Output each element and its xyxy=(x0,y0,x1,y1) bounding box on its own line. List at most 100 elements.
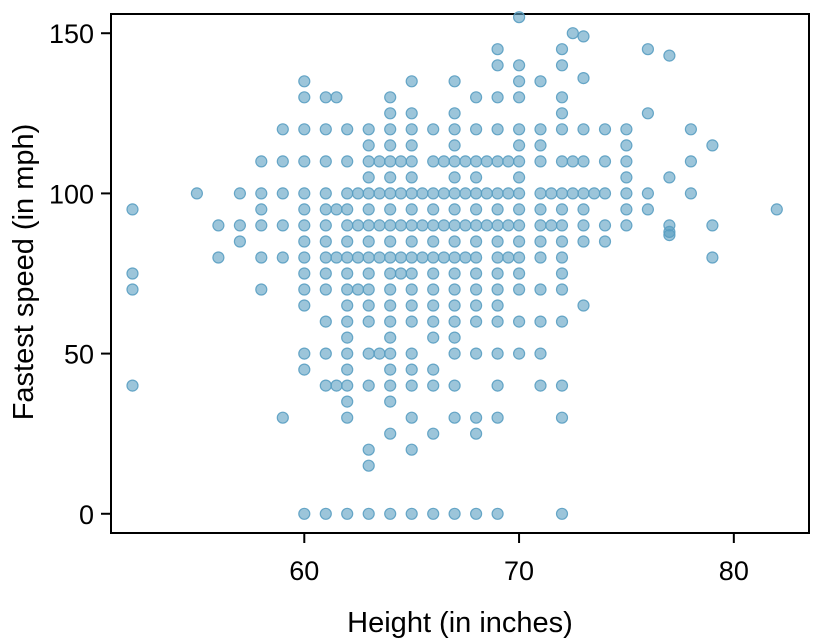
data-point xyxy=(405,347,418,360)
data-point xyxy=(470,251,483,264)
data-point xyxy=(384,219,397,232)
data-point xyxy=(405,363,418,376)
data-point xyxy=(362,187,375,200)
data-point xyxy=(319,267,332,280)
data-point xyxy=(405,315,418,328)
data-point xyxy=(491,203,504,216)
data-point xyxy=(394,187,407,200)
data-point xyxy=(555,59,569,72)
data-point xyxy=(341,507,354,520)
data-point xyxy=(405,107,418,120)
data-point xyxy=(255,283,268,296)
data-point xyxy=(405,443,418,456)
data-point xyxy=(362,315,375,328)
data-point xyxy=(427,283,440,296)
data-point xyxy=(351,219,365,232)
data-point xyxy=(405,75,418,88)
data-point xyxy=(362,379,375,392)
data-point xyxy=(298,187,311,200)
data-point xyxy=(276,251,289,264)
data-point xyxy=(437,155,450,168)
data-point xyxy=(491,59,504,72)
data-point xyxy=(405,187,418,200)
data-point xyxy=(298,91,311,104)
data-point xyxy=(341,315,354,328)
data-point xyxy=(341,379,354,392)
data-point xyxy=(416,219,429,232)
data-point xyxy=(555,379,569,392)
data-point xyxy=(351,283,365,296)
data-point xyxy=(512,75,526,88)
data-point xyxy=(276,123,289,136)
data-point xyxy=(448,171,461,184)
data-point xyxy=(470,411,483,424)
data-point xyxy=(448,251,461,264)
data-point xyxy=(298,155,311,168)
data-point xyxy=(427,379,440,392)
data-point xyxy=(394,251,407,264)
data-point xyxy=(298,507,311,520)
data-point xyxy=(534,347,547,360)
data-point xyxy=(512,315,526,328)
data-point xyxy=(641,43,655,56)
data-point xyxy=(491,235,504,248)
data-point xyxy=(448,235,461,248)
data-point xyxy=(512,251,526,264)
data-point xyxy=(319,315,332,328)
data-point xyxy=(405,171,418,184)
data-point xyxy=(512,187,526,200)
data-point xyxy=(298,235,311,248)
data-point xyxy=(577,155,590,168)
data-point xyxy=(491,411,504,424)
data-point xyxy=(362,251,375,264)
data-point xyxy=(620,123,633,136)
plot-frame xyxy=(110,13,810,534)
data-point xyxy=(641,187,655,200)
data-point xyxy=(298,363,311,376)
data-point xyxy=(534,123,547,136)
data-point xyxy=(448,139,461,152)
data-point xyxy=(459,187,472,200)
data-point xyxy=(577,219,590,232)
data-point xyxy=(534,251,547,264)
data-point xyxy=(341,123,354,136)
data-point xyxy=(470,187,483,200)
data-point xyxy=(384,331,397,344)
data-point xyxy=(598,187,612,200)
data-point xyxy=(362,219,375,232)
data-point xyxy=(384,123,397,136)
data-point xyxy=(491,187,504,200)
data-point xyxy=(384,283,397,296)
data-point xyxy=(330,203,343,216)
data-point xyxy=(545,219,558,232)
data-point xyxy=(620,187,633,200)
data-point xyxy=(276,155,289,168)
data-point xyxy=(534,283,547,296)
data-point xyxy=(470,347,483,360)
x-tick-label: 80 xyxy=(719,556,749,586)
data-point xyxy=(405,411,418,424)
data-point xyxy=(512,203,526,216)
data-point xyxy=(427,363,440,376)
data-point xyxy=(555,507,569,520)
data-point xyxy=(405,203,418,216)
data-point xyxy=(448,219,461,232)
data-point xyxy=(588,187,601,200)
data-point xyxy=(566,27,579,40)
data-point xyxy=(416,187,429,200)
data-point xyxy=(384,171,397,184)
data-point xyxy=(384,395,397,408)
data-point xyxy=(770,203,783,216)
data-point xyxy=(319,155,332,168)
data-point xyxy=(341,299,354,312)
data-point xyxy=(684,187,698,200)
data-point xyxy=(448,379,461,392)
data-point xyxy=(255,203,268,216)
data-point xyxy=(598,123,612,136)
data-point xyxy=(491,123,504,136)
data-point xyxy=(470,315,483,328)
data-point xyxy=(319,123,332,136)
data-point xyxy=(448,411,461,424)
data-point xyxy=(405,219,418,232)
